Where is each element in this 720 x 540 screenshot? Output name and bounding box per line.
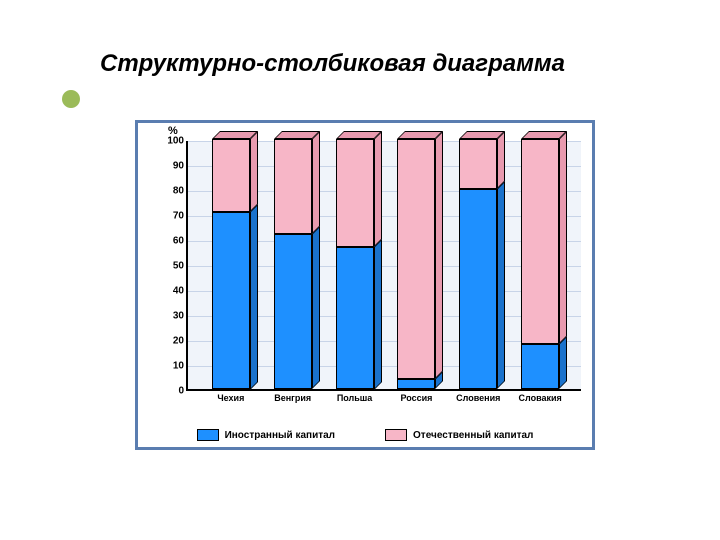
y-tick: 100 — [167, 136, 184, 147]
legend-label-domestic: Отечественный капитал — [413, 430, 533, 441]
y-tick: 30 — [173, 311, 184, 322]
bar-segment-domestic — [521, 139, 559, 344]
bar — [459, 139, 497, 389]
y-tick: 80 — [173, 186, 184, 197]
y-tick: 70 — [173, 211, 184, 222]
bar-segment-domestic — [459, 139, 497, 189]
chart-container: % 0102030405060708090100ЧехияВенгрияПоль… — [135, 120, 595, 450]
x-tick: Венгрия — [274, 393, 311, 403]
legend-item-foreign: Иностранный капитал — [197, 429, 335, 441]
bar — [212, 139, 250, 389]
bar-segment-foreign — [274, 234, 312, 389]
bar-segment-foreign — [212, 212, 250, 390]
x-tick: Словения — [456, 393, 500, 403]
y-tick: 50 — [173, 261, 184, 272]
y-tick: 60 — [173, 236, 184, 247]
plot-area: % 0102030405060708090100ЧехияВенгрияПоль… — [186, 141, 581, 391]
bar-segment-domestic — [397, 139, 435, 379]
bar — [521, 139, 559, 389]
y-tick: 0 — [178, 386, 184, 397]
legend: Иностранный капитал Отечественный капита… — [138, 429, 592, 441]
accent-bullet — [62, 90, 80, 108]
bar-segment-domestic — [274, 139, 312, 234]
bar-segment-domestic — [212, 139, 250, 212]
y-tick: 90 — [173, 161, 184, 172]
bar-segment-foreign — [336, 247, 374, 390]
x-tick: Россия — [400, 393, 432, 403]
bar-segment-domestic — [336, 139, 374, 247]
legend-swatch-domestic — [385, 429, 407, 441]
y-tick: 10 — [173, 361, 184, 372]
x-tick: Словакия — [518, 393, 561, 403]
x-tick: Чехия — [217, 393, 244, 403]
legend-label-foreign: Иностранный капитал — [225, 430, 335, 441]
bar — [274, 139, 312, 389]
legend-item-domestic: Отечественный капитал — [385, 429, 533, 441]
bar — [397, 139, 435, 389]
page-title: Структурно-столбиковая диаграмма — [100, 50, 565, 78]
x-tick: Польша — [337, 393, 373, 403]
y-tick: 20 — [173, 336, 184, 347]
bar-segment-foreign — [459, 189, 497, 389]
bar-segment-foreign — [521, 344, 559, 389]
legend-swatch-foreign — [197, 429, 219, 441]
bar — [336, 139, 374, 389]
bar-segment-foreign — [397, 379, 435, 389]
y-tick: 40 — [173, 286, 184, 297]
